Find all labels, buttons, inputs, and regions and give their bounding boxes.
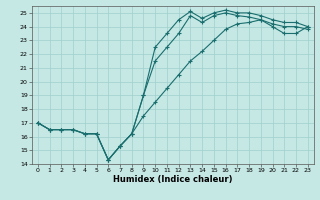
X-axis label: Humidex (Indice chaleur): Humidex (Indice chaleur) (113, 175, 233, 184)
